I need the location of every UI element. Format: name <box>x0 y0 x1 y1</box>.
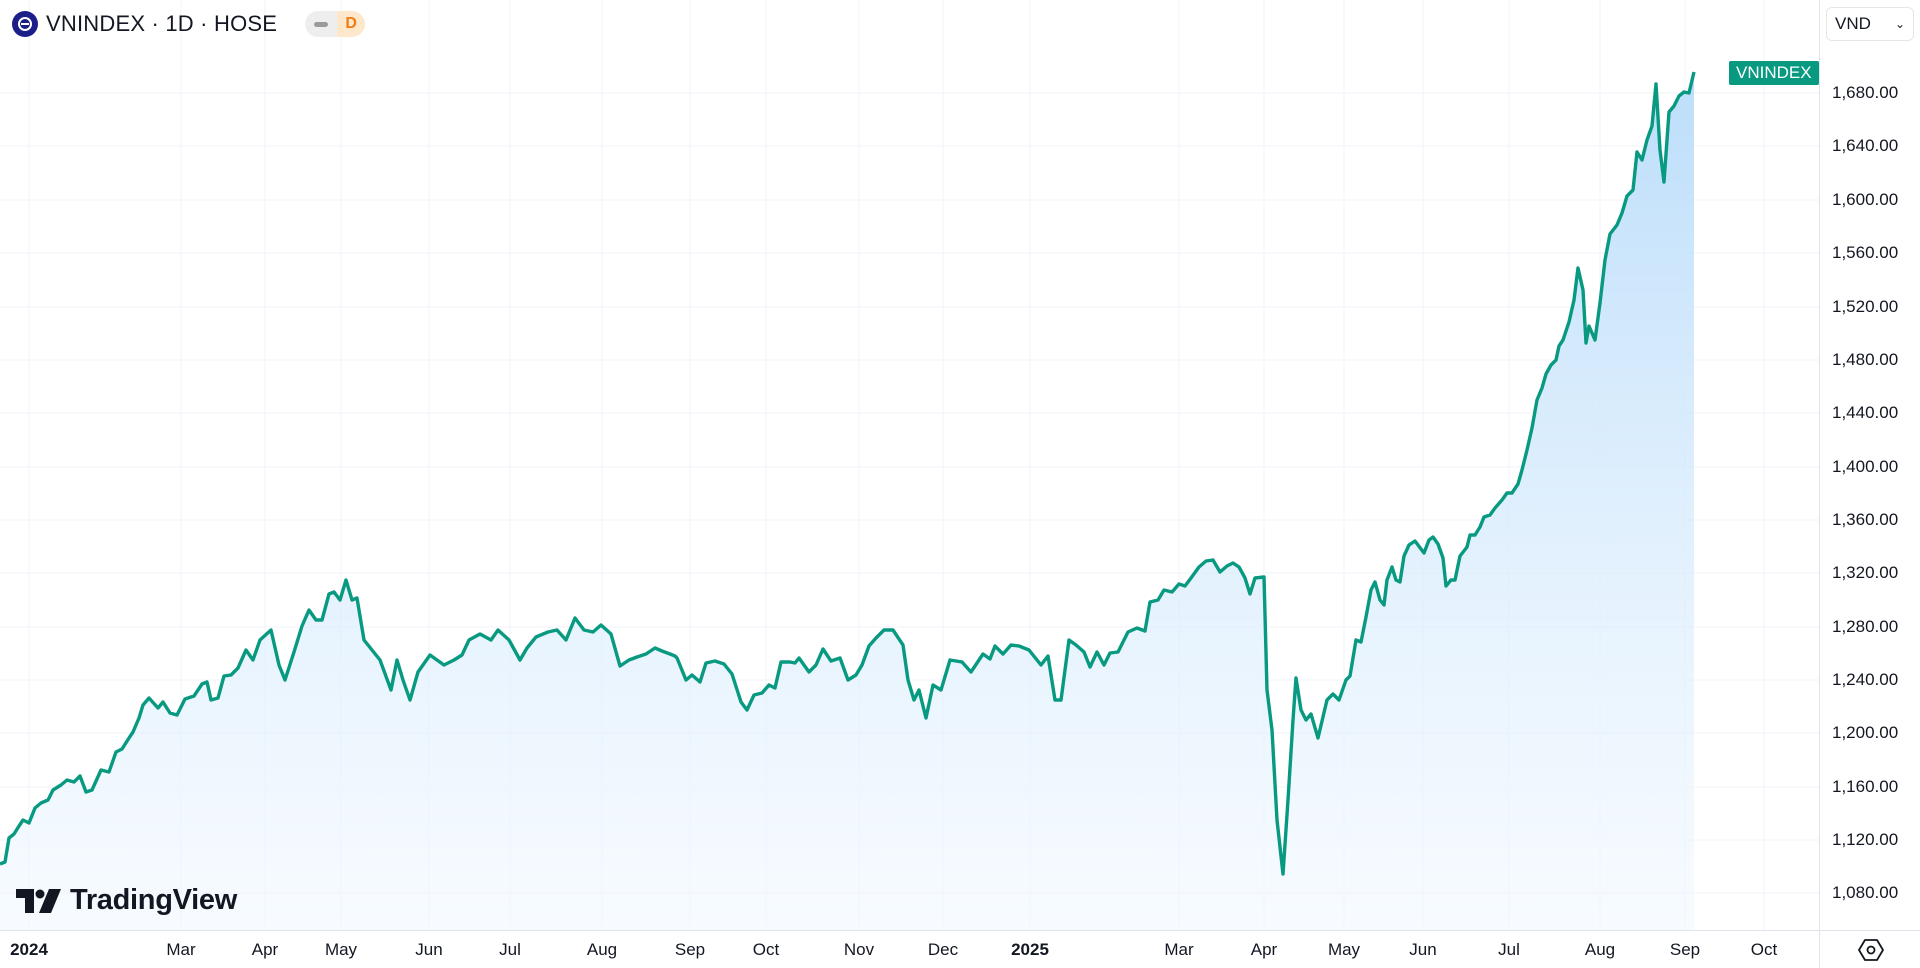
time-tick: Jun <box>1409 940 1437 959</box>
price-tick: 1,080.00 <box>1832 883 1899 902</box>
price-tick: 1,480.00 <box>1832 350 1899 369</box>
price-tick: 1,560.00 <box>1832 243 1899 262</box>
delay-badge: D <box>337 11 366 37</box>
price-tick: 1,240.00 <box>1832 670 1899 689</box>
price-tick: 1,440.00 <box>1832 403 1899 422</box>
price-tick: 1,200.00 <box>1832 723 1899 742</box>
time-tick: Sep <box>674 940 706 959</box>
price-tick: 1,600.00 <box>1832 190 1899 209</box>
time-tick: Apr <box>251 940 279 959</box>
series-name-tag: VNINDEX <box>1729 61 1819 85</box>
market-status-pill[interactable]: D <box>305 11 366 37</box>
time-tick: Jul <box>499 940 521 959</box>
time-tick: Mar <box>1164 940 1194 959</box>
price-line[interactable] <box>0 71 1696 876</box>
price-axis-divider[interactable] <box>1819 0 1820 968</box>
price-tick: 1,640.00 <box>1832 136 1899 155</box>
currency-select[interactable]: VND ⌄ <box>1826 7 1914 41</box>
time-tick: Apr <box>1250 940 1278 959</box>
time-tick: Oct <box>752 940 780 959</box>
price-tick: 1,120.00 <box>1832 830 1899 849</box>
chevron-down-icon: ⌄ <box>1894 17 1905 31</box>
time-tick: Dec <box>927 940 959 959</box>
time-axis-divider[interactable] <box>0 930 1920 931</box>
time-tick: 2024 <box>10 940 48 959</box>
time-tick: Sep <box>1669 940 1701 959</box>
symbol-title[interactable]: VNINDEX · 1D · HOSE <box>46 11 278 36</box>
price-tick: 1,320.00 <box>1832 563 1899 582</box>
time-tick: Aug <box>1584 940 1616 959</box>
watermark-text: TradingView <box>70 884 237 916</box>
price-tick: 1,160.00 <box>1832 777 1899 796</box>
market-closed-dash-icon <box>305 11 338 37</box>
price-tick: 1,680.00 <box>1832 83 1899 102</box>
currency-value: VND <box>1835 14 1871 33</box>
time-tick: Jul <box>1498 940 1520 959</box>
time-tick: Aug <box>586 940 618 959</box>
time-tick: Mar <box>166 940 196 959</box>
exchange-logo-icon <box>12 11 38 37</box>
time-tick: 2025 <box>1011 940 1049 959</box>
price-area-fill <box>0 72 1694 930</box>
price-tick: 1,360.00 <box>1832 510 1899 529</box>
time-tick: Nov <box>843 940 875 959</box>
price-tick: 1,400.00 <box>1832 457 1899 476</box>
price-tick: 1,520.00 <box>1832 297 1899 316</box>
chart-legend-header: VNINDEX · 1D · HOSE D <box>12 8 366 40</box>
time-tick: Oct <box>1750 940 1778 959</box>
tradingview-watermark[interactable]: TradingView <box>16 884 237 917</box>
settings-hexagon-icon[interactable] <box>1858 938 1884 962</box>
time-tick: May <box>1327 940 1361 959</box>
price-tick: 1,280.00 <box>1832 617 1899 636</box>
time-tick: Jun <box>415 940 443 959</box>
tradingview-logo-icon <box>16 888 61 913</box>
time-tick: May <box>324 940 358 959</box>
